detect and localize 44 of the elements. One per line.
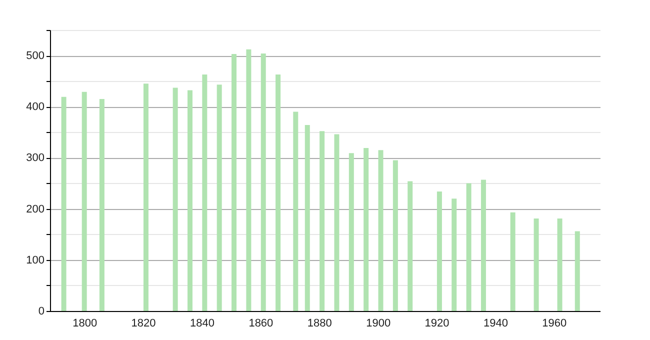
bar bbox=[574, 231, 580, 311]
bar bbox=[276, 74, 281, 311]
bar bbox=[232, 54, 237, 311]
x-tick-label: 1960 bbox=[542, 318, 567, 330]
bar bbox=[392, 160, 398, 311]
bar bbox=[61, 96, 66, 311]
bar bbox=[364, 148, 369, 311]
bar bbox=[436, 191, 442, 311]
bar bbox=[188, 90, 192, 311]
bar bbox=[557, 218, 562, 311]
bar bbox=[452, 198, 457, 311]
bar bbox=[216, 84, 222, 311]
x-tick-label: 1840 bbox=[190, 318, 214, 330]
bar bbox=[304, 125, 310, 311]
bar bbox=[202, 74, 208, 311]
bar bbox=[378, 150, 384, 311]
y-tick-label: 0 bbox=[38, 306, 44, 318]
bar bbox=[320, 131, 325, 311]
x-tick-label: 1940 bbox=[483, 318, 508, 330]
x-tick-label: 1920 bbox=[424, 318, 450, 330]
x-tick-label: 1880 bbox=[307, 318, 332, 330]
bar bbox=[510, 212, 516, 311]
bar bbox=[534, 218, 539, 311]
bar bbox=[466, 183, 472, 311]
bar bbox=[99, 98, 104, 311]
y-tick-label: 500 bbox=[26, 50, 44, 62]
y-tick-label: 200 bbox=[26, 203, 44, 216]
bar bbox=[408, 181, 413, 311]
x-tick-label: 1820 bbox=[131, 318, 156, 330]
bar bbox=[480, 180, 486, 311]
bar bbox=[260, 54, 266, 311]
bar bbox=[348, 153, 354, 311]
bar bbox=[246, 49, 252, 311]
y-tick-label: 100 bbox=[26, 254, 44, 266]
bar bbox=[143, 84, 148, 311]
bar bbox=[172, 88, 178, 311]
x-tick-label: 1900 bbox=[366, 318, 391, 330]
x-tick-label: 1860 bbox=[248, 318, 274, 330]
bar bbox=[293, 112, 298, 311]
bar bbox=[334, 134, 340, 311]
y-tick-label: 400 bbox=[26, 101, 44, 114]
x-tick-label: 1800 bbox=[72, 318, 98, 330]
y-tick-label: 300 bbox=[26, 152, 44, 164]
bar bbox=[82, 92, 87, 311]
